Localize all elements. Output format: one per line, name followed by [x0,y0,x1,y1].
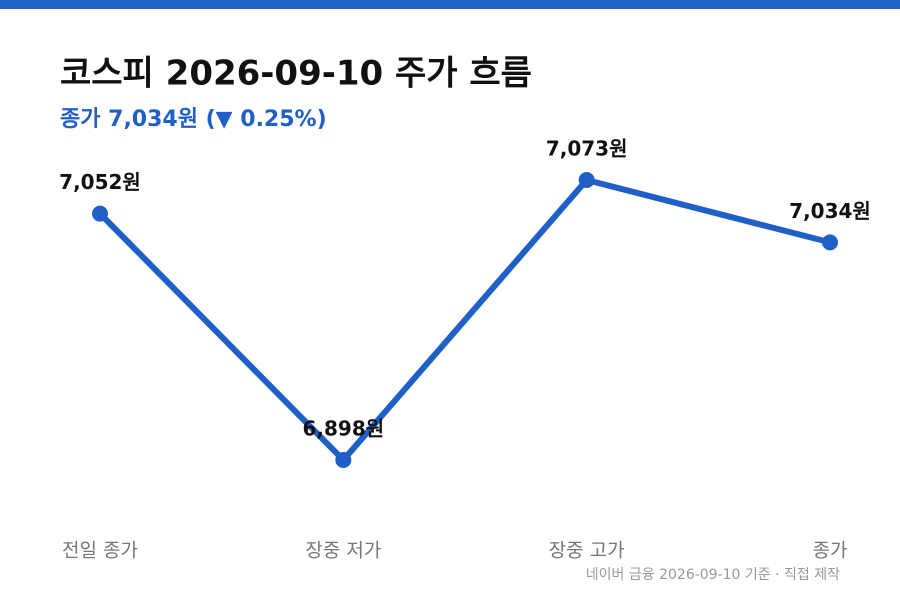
x-tick-label: 장중 저가 [305,540,381,562]
chart-title: 코스피 2026-09-10 주가 흐름 [60,54,532,94]
value-label: 6,898원 [302,417,384,441]
source-note: 네이버 금융 2026-09-10 기준 · 직접 제작 [586,567,840,583]
value-label: 7,034원 [789,199,871,223]
point [92,205,108,222]
x-tick-label: 종가 [813,540,848,562]
x-tick-label: 장중 고가 [549,540,625,562]
x-tick-label: 전일 종가 [62,540,138,562]
point [822,234,838,251]
value-label: 7,073원 [546,137,628,161]
value-label: 7,052원 [59,170,141,194]
chart-subtitle: 종가 7,034원 (▼ 0.25%) [60,107,327,132]
line [97,177,831,463]
point [578,172,595,188]
point [335,452,352,468]
top-bar [0,0,900,9]
